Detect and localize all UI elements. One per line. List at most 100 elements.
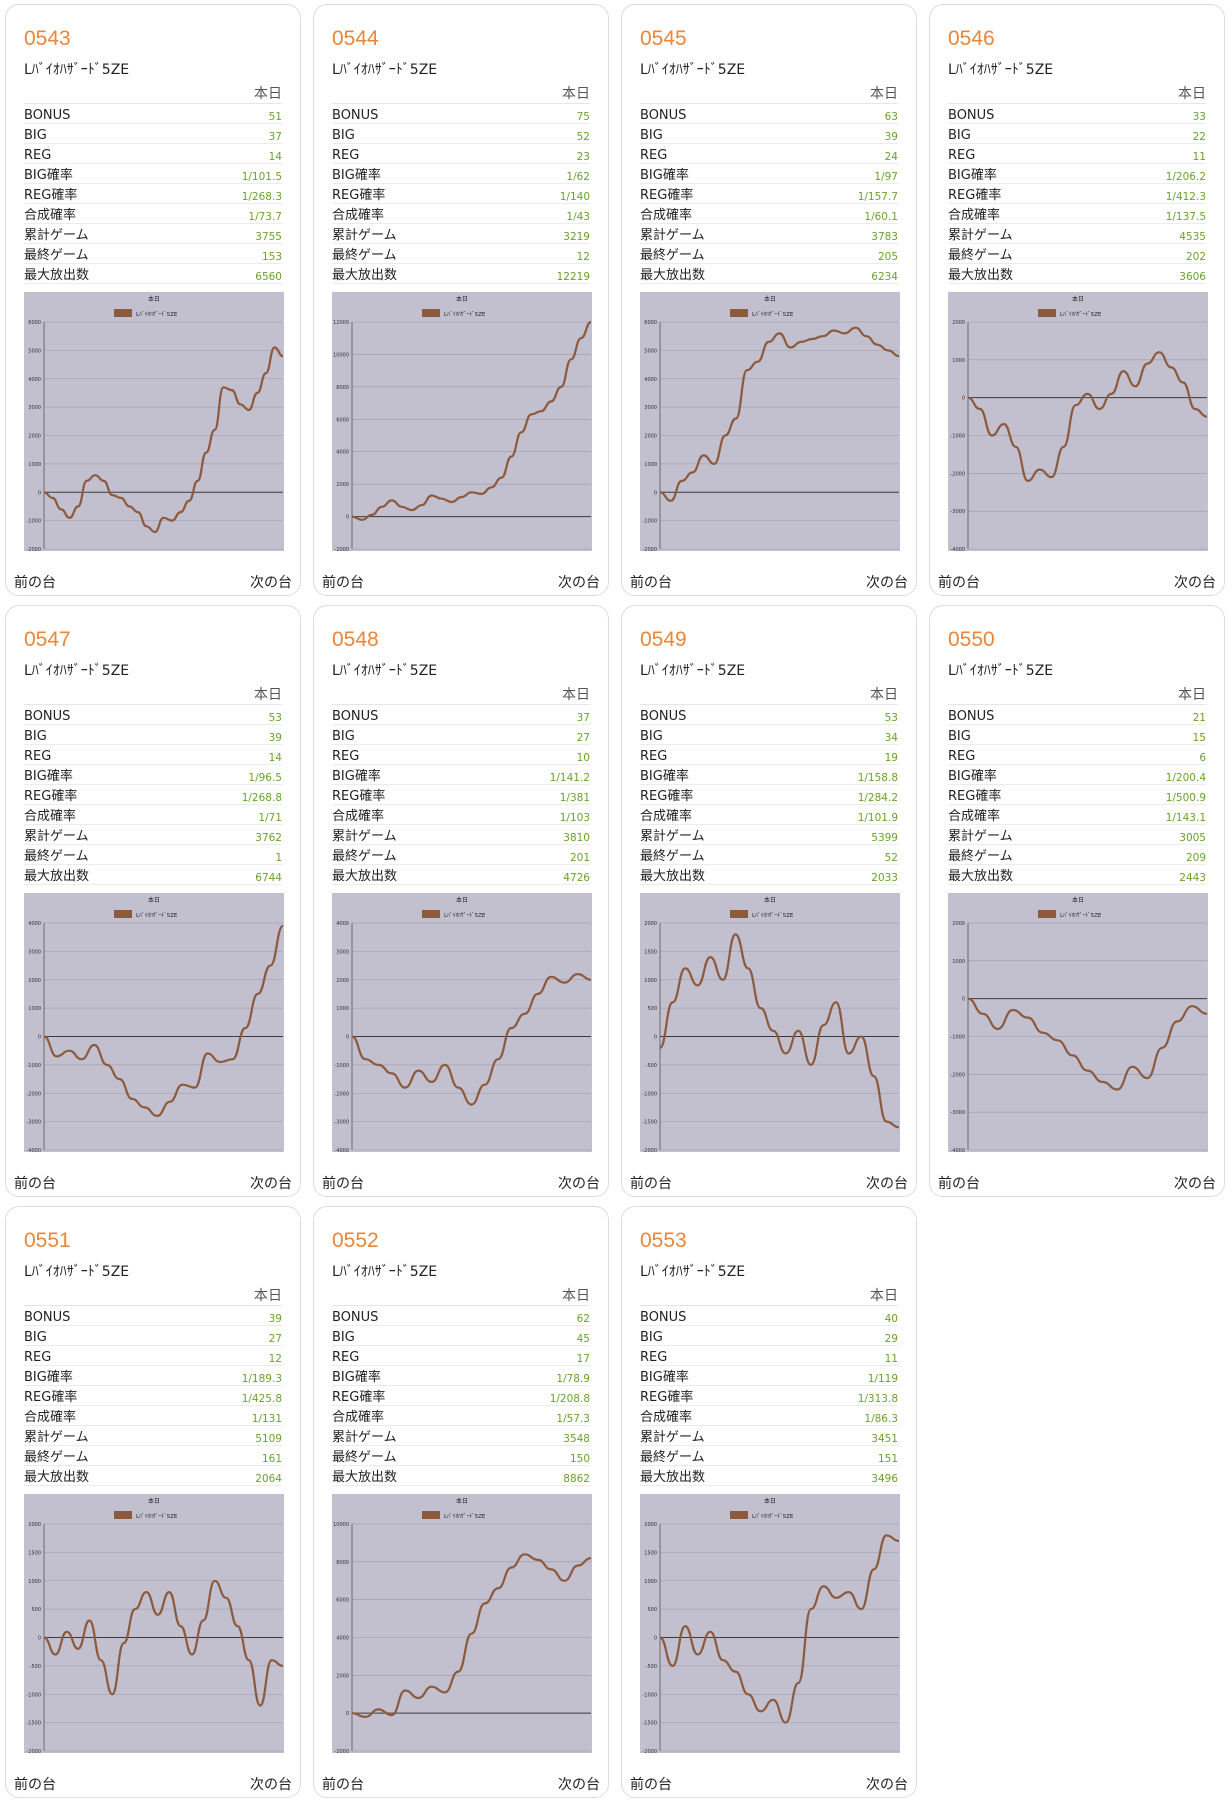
chart-title: 本日: [148, 896, 160, 904]
y-tick-label: 2000: [336, 1673, 349, 1679]
next-machine-link[interactable]: 次の台: [558, 575, 600, 591]
y-tick-label: -1000: [642, 1692, 657, 1698]
stats-label: 合成確率: [640, 809, 693, 824]
next-machine-link[interactable]: 次の台: [1174, 1176, 1216, 1192]
stats-value: 1/101.9: [857, 812, 898, 824]
stats-value: 1/158.8: [857, 772, 898, 784]
machine-number[interactable]: 0550: [948, 628, 995, 651]
chart-title: 本日: [456, 1497, 468, 1505]
stats-value: 1/60.1: [864, 211, 898, 223]
prev-machine-link[interactable]: 前の台: [14, 1176, 56, 1192]
machine-number[interactable]: 0553: [640, 1229, 687, 1252]
machine-number[interactable]: 0551: [24, 1229, 71, 1252]
machine-number[interactable]: 0548: [332, 628, 379, 651]
next-machine-link[interactable]: 次の台: [558, 1777, 600, 1793]
machine-number[interactable]: 0547: [24, 628, 71, 651]
stats-row: 累計ゲーム 3219: [332, 224, 590, 244]
stats-row: REG確率 1/208.8: [332, 1386, 590, 1406]
machine-card: 0553 Lﾊﾞｲｵﾊｻﾞｰﾄﾞ5ZE 本日 BONUS 40 BIG 29 REG 11 BIG…: [621, 1206, 917, 1798]
prev-machine-link[interactable]: 前の台: [322, 1176, 364, 1192]
next-machine-link[interactable]: 次の台: [250, 1176, 292, 1192]
stats-value: 1/206.2: [1165, 171, 1206, 183]
stats-value: 1/137.5: [1165, 211, 1206, 223]
legend-swatch: [114, 309, 132, 317]
stats-row: 最大放出数 2443: [948, 865, 1206, 885]
prev-machine-link[interactable]: 前の台: [630, 575, 672, 591]
stats-label: 最大放出数: [640, 268, 706, 283]
chart-title: 本日: [1072, 295, 1084, 303]
stats-value: 24: [884, 151, 898, 163]
y-tick-label: 6000: [644, 320, 657, 326]
machine-model: Lﾊﾞｲｵﾊｻﾞｰﾄﾞ5ZE: [948, 62, 1054, 78]
stats-label: BONUS: [948, 709, 995, 724]
stats-table: 本日 BONUS 40 BIG 29 REG 11 BIG確率 1/119 REG確率 1/313.…: [640, 1285, 898, 1486]
y-tick-label: 3000: [644, 405, 657, 411]
stats-label: 累計ゲーム: [24, 829, 89, 844]
history-chart: 本日 Lﾊﾞｲｵﾊｻﾞｰﾄﾞ5ZE -4000 -3000 -2000 -1000 0 100…: [948, 292, 1208, 551]
next-machine-link[interactable]: 次の台: [558, 1176, 600, 1192]
next-machine-link[interactable]: 次の台: [866, 1176, 908, 1192]
legend-swatch: [730, 910, 748, 918]
stats-label: 合成確率: [332, 809, 385, 824]
legend-label: Lﾊﾞｲｵﾊｻﾞｰﾄﾞ5ZE: [444, 311, 486, 318]
chart-background: [948, 292, 1208, 551]
y-tick-label: -2000: [642, 547, 657, 551]
stats-row: BIG 34: [640, 725, 898, 745]
prev-machine-link[interactable]: 前の台: [630, 1777, 672, 1793]
stats-label: BIG: [24, 1330, 47, 1345]
history-chart: 本日 Lﾊﾞｲｵﾊｻﾞｰﾄﾞ5ZE -2000 -1000 0 1000 2000 3000 4…: [640, 292, 900, 551]
stats-label: 累計ゲーム: [24, 1430, 89, 1445]
y-tick-label: 10000: [333, 352, 349, 358]
machine-model: Lﾊﾞｲｵﾊｻﾞｰﾄﾞ5ZE: [24, 663, 130, 679]
stats-value: 39: [268, 1313, 282, 1325]
stats-row: 最終ゲーム 151: [640, 1446, 898, 1466]
stats-row: BIG 39: [640, 124, 898, 144]
machine-number[interactable]: 0544: [332, 27, 379, 50]
stats-value: 11: [1192, 151, 1206, 163]
machine-model: Lﾊﾞｲｵﾊｻﾞｰﾄﾞ5ZE: [640, 663, 746, 679]
stats-value: 53: [884, 712, 898, 724]
stats-label: 累計ゲーム: [948, 829, 1013, 844]
machine-model: Lﾊﾞｲｵﾊｻﾞｰﾄﾞ5ZE: [640, 1264, 746, 1280]
prev-machine-link[interactable]: 前の台: [322, 575, 364, 591]
next-machine-link[interactable]: 次の台: [250, 1777, 292, 1793]
stats-label: REG: [640, 148, 668, 163]
y-tick-label: 1000: [644, 978, 657, 984]
machine-model: Lﾊﾞｲｵﾊｻﾞｰﾄﾞ5ZE: [948, 663, 1054, 679]
prev-machine-link[interactable]: 前の台: [938, 575, 980, 591]
stats-value: 1/71: [258, 812, 282, 824]
stats-label: 最大放出数: [640, 1470, 706, 1485]
prev-machine-link[interactable]: 前の台: [14, 575, 56, 591]
y-tick-label: 4000: [336, 921, 349, 927]
machine-number[interactable]: 0549: [640, 628, 687, 651]
machine-number[interactable]: 0546: [948, 27, 995, 50]
stats-row: 累計ゲーム 5399: [640, 825, 898, 845]
stats-value: 1/119: [867, 1373, 898, 1385]
machine-number[interactable]: 0545: [640, 27, 687, 50]
stats-label: BIG: [640, 729, 663, 744]
prev-machine-link[interactable]: 前の台: [14, 1777, 56, 1793]
history-chart: 本日 Lﾊﾞｲｵﾊｻﾞｰﾄﾞ5ZE -2000 -1500 -1000 -500 0 500 1…: [640, 893, 900, 1152]
next-machine-link[interactable]: 次の台: [1174, 575, 1216, 591]
next-machine-link[interactable]: 次の台: [866, 1777, 908, 1793]
stats-row: BIG確率 1/119: [640, 1366, 898, 1386]
stats-value: 6744: [255, 872, 282, 884]
series-line: [43, 1579, 284, 1707]
stats-label: BONUS: [640, 709, 687, 724]
legend-swatch: [422, 910, 440, 918]
stats-row: 最大放出数 3606: [948, 264, 1206, 284]
next-machine-link[interactable]: 次の台: [866, 575, 908, 591]
y-tick-label: 2000: [28, 978, 41, 984]
next-machine-link[interactable]: 次の台: [250, 575, 292, 591]
stats-row: REG 10: [332, 745, 590, 765]
prev-machine-link[interactable]: 前の台: [322, 1777, 364, 1793]
prev-machine-link[interactable]: 前の台: [938, 1176, 980, 1192]
machine-number[interactable]: 0552: [332, 1229, 379, 1252]
legend-swatch: [114, 1511, 132, 1519]
machine-number[interactable]: 0543: [24, 27, 71, 50]
stats-row: 最大放出数 3496: [640, 1466, 898, 1486]
prev-machine-link[interactable]: 前の台: [630, 1176, 672, 1192]
card-nav: 前の台 次の台: [630, 1173, 908, 1193]
stats-value: 53: [268, 712, 282, 724]
stats-label: 最大放出数: [332, 869, 398, 884]
